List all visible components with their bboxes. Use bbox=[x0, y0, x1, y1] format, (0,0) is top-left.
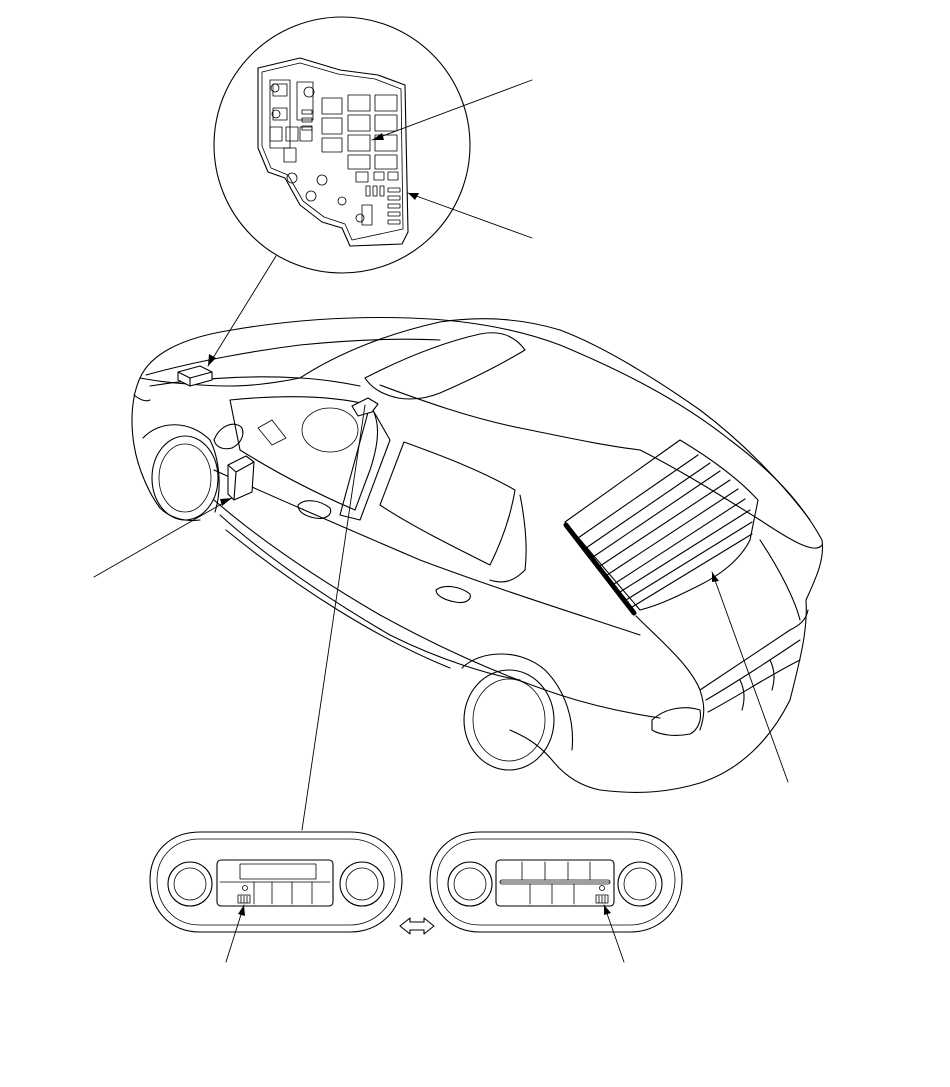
rear-defogger-relay bbox=[347, 134, 371, 152]
left-dial bbox=[447, 861, 493, 907]
left-dial bbox=[167, 861, 213, 907]
double-arrow-icon bbox=[399, 917, 435, 935]
relay-block bbox=[321, 97, 343, 115]
detail-circle-outline bbox=[213, 16, 471, 274]
rear-defogger-switch-icon bbox=[595, 894, 609, 904]
rear-window bbox=[564, 439, 759, 611]
under-hood-fuse-relay-box bbox=[257, 57, 409, 247]
car-body bbox=[131, 316, 824, 793]
front-door-window bbox=[229, 396, 378, 511]
rear-window-defogger-grid bbox=[577, 454, 753, 608]
relay-callout-leader bbox=[371, 79, 533, 141]
rear-defogger-switch-icon bbox=[237, 894, 251, 904]
display-window bbox=[239, 863, 317, 880]
fuse-callout-leader bbox=[407, 192, 533, 239]
climate-control-panel-b bbox=[429, 831, 683, 963]
panel-to-dash-leader bbox=[301, 404, 366, 831]
right-dial bbox=[617, 861, 663, 907]
right-dial bbox=[339, 861, 385, 907]
under-dash-fuse-box bbox=[227, 455, 255, 501]
under-dash-callout-leader bbox=[93, 497, 233, 578]
climate-control-panel-a bbox=[149, 831, 403, 963]
tail-lamp bbox=[651, 707, 702, 736]
fuse-box-location-marker bbox=[177, 365, 213, 387]
defogger-bus-bar bbox=[563, 522, 637, 616]
panel-b-switch-leader bbox=[603, 904, 625, 963]
rear-door-handle bbox=[435, 585, 471, 604]
front-wheel bbox=[151, 435, 219, 521]
sunroof bbox=[364, 332, 526, 400]
fuse-box-detail-circle bbox=[207, 16, 533, 367]
front-door-handle bbox=[297, 500, 332, 519]
detail-to-car-leader bbox=[207, 255, 277, 367]
rear-defogger-callout-leader bbox=[711, 571, 789, 783]
steering-wheel bbox=[301, 407, 359, 453]
rear-wheel bbox=[463, 669, 555, 771]
rear-door-window bbox=[379, 441, 516, 566]
side-mirror bbox=[213, 423, 244, 450]
